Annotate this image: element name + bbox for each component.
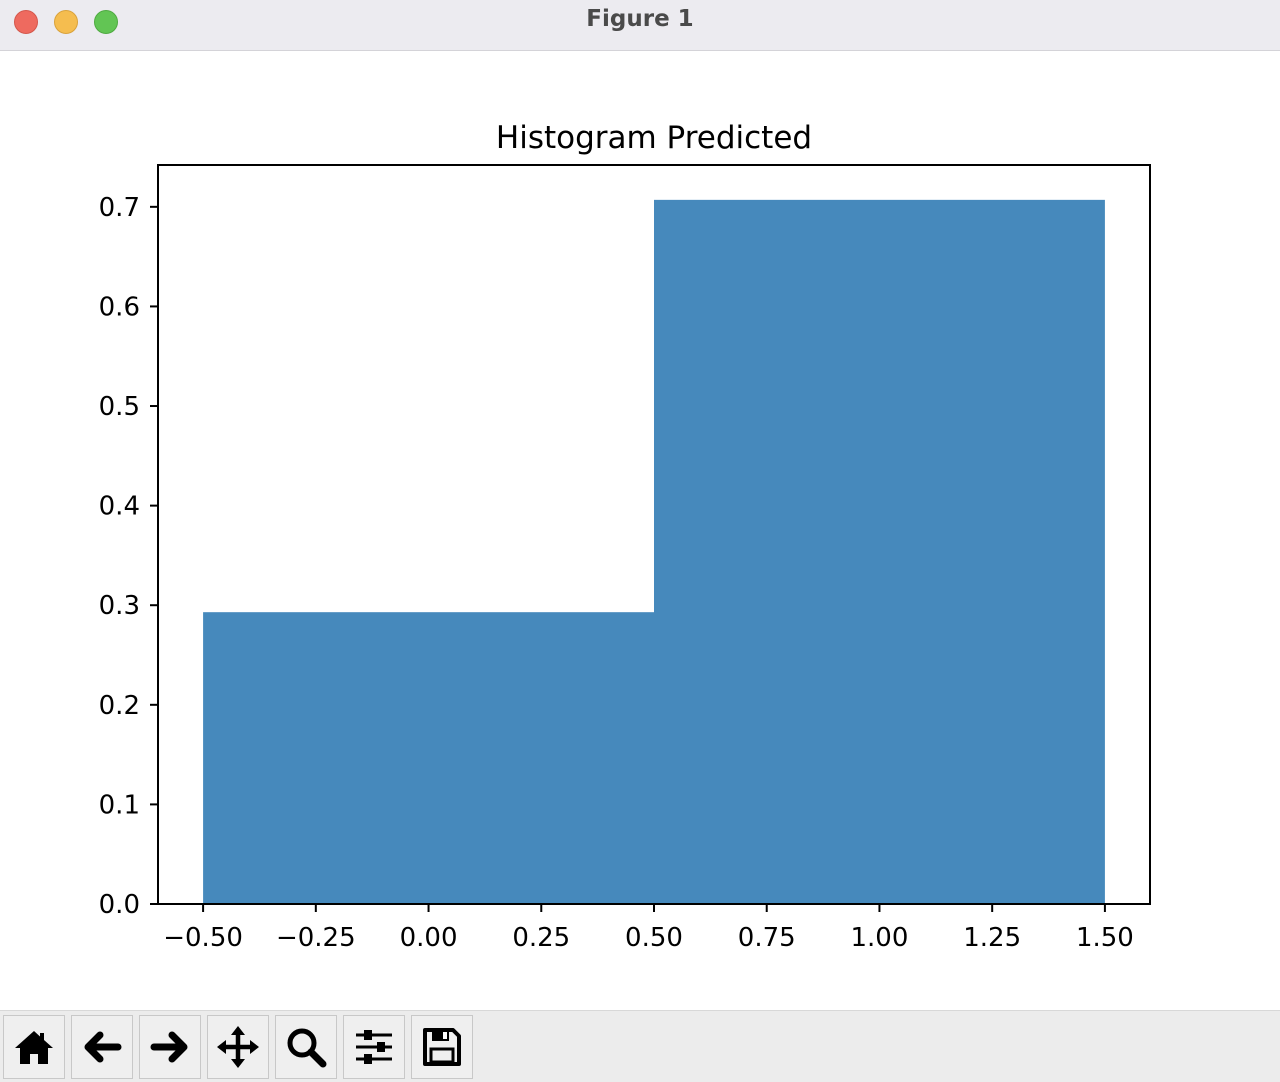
y-tick-label: 0.3 (99, 591, 140, 621)
configure-subplots-button[interactable] (343, 1015, 405, 1079)
chart-title: Histogram Predicted (496, 120, 812, 156)
figure-canvas: 0.0 0.1 0.2 0.3 0.4 0.5 0.6 0.7 −0.50 −0.25 0.00 0… (0, 51, 1280, 1010)
y-tick-label: 0.4 (99, 492, 140, 522)
x-tick-label: 1.00 (851, 923, 909, 953)
y-tick-label: 0.2 (99, 691, 140, 721)
x-tick-label: 1.25 (963, 923, 1021, 953)
x-tick-label: 0.75 (738, 923, 796, 953)
window-title: Figure 1 (586, 6, 694, 32)
sliders-icon (356, 1030, 392, 1064)
y-tick-label: 0.1 (99, 790, 140, 820)
x-tick-label: 0.00 (400, 923, 458, 953)
y-tick-label: 0.6 (99, 292, 140, 322)
arrow-right-icon (150, 1031, 188, 1063)
y-tick-label: 0.5 (99, 392, 140, 422)
zoom-button[interactable] (275, 1015, 337, 1079)
y-tick-label: 0.7 (99, 193, 140, 223)
back-button[interactable] (71, 1015, 133, 1079)
home-button[interactable] (3, 1015, 65, 1079)
x-tick-label: 0.50 (625, 923, 683, 953)
magnifier-icon (287, 1028, 327, 1068)
window-titlebar: Figure 1 (0, 0, 1280, 51)
histogram-bar-0 (203, 612, 654, 904)
x-tick-label: 0.25 (512, 923, 570, 953)
minimize-window-button[interactable] (54, 10, 78, 34)
maximize-window-button[interactable] (94, 10, 118, 34)
x-tick-label: −0.50 (163, 923, 243, 953)
home-icon (15, 1031, 53, 1064)
save-button[interactable] (411, 1015, 473, 1079)
forward-button[interactable] (139, 1015, 201, 1079)
histogram-chart: 0.0 0.1 0.2 0.3 0.4 0.5 0.6 0.7 −0.50 −0.25 0.00 0… (99, 120, 1151, 953)
bars-layer (203, 199, 1105, 904)
close-window-button[interactable] (14, 10, 38, 34)
x-tick-label: 1.50 (1076, 923, 1134, 953)
x-axis: −0.50 −0.25 0.00 0.25 0.50 0.75 1.00 1.25 1.50 (163, 904, 1134, 953)
arrow-left-icon (84, 1031, 122, 1063)
histogram-bar-1 (654, 199, 1105, 904)
move-icon (217, 1026, 259, 1068)
pan-button[interactable] (207, 1015, 269, 1079)
y-axis: 0.0 0.1 0.2 0.3 0.4 0.5 0.6 0.7 (99, 193, 158, 920)
navigation-toolbar (0, 1010, 1280, 1082)
y-tick-label: 0.0 (99, 890, 140, 920)
x-tick-label: −0.25 (276, 923, 356, 953)
floppy-disk-icon (423, 1028, 461, 1066)
